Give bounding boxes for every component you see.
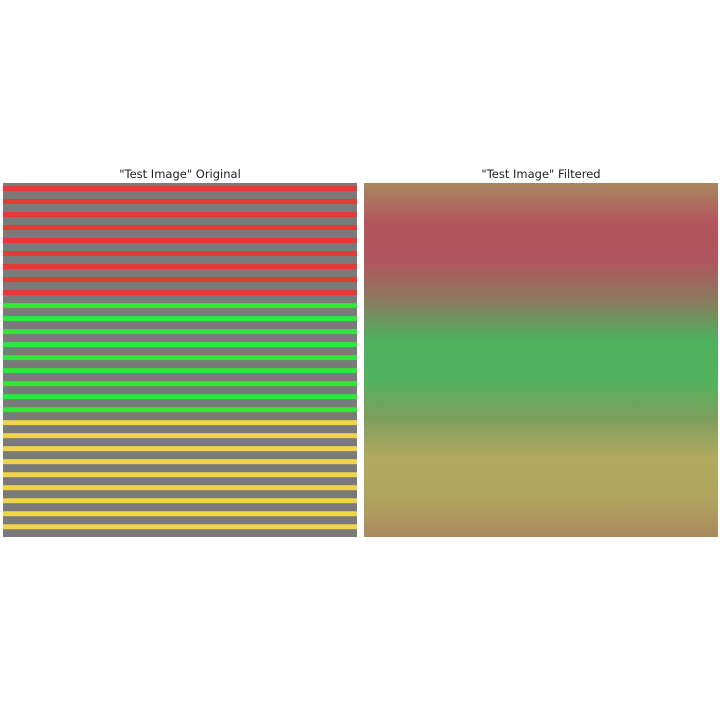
stripe-2-6 <box>3 498 357 504</box>
stripe-2-1 <box>3 433 357 439</box>
stripe-1-8 <box>3 407 357 413</box>
stripe-2-3 <box>3 459 357 465</box>
stripe-0-7 <box>3 277 357 283</box>
stripe-0-3 <box>3 225 357 231</box>
striped-test-image <box>3 183 357 537</box>
filtered-title: "Test Image" Filtered <box>481 167 601 181</box>
stripe-0-2 <box>3 212 357 218</box>
stripe-2-0 <box>3 420 357 426</box>
stripe-0-8 <box>3 290 357 296</box>
stripe-2-5 <box>3 485 357 491</box>
stripe-1-4 <box>3 355 357 361</box>
stripe-1-7 <box>3 394 357 400</box>
original-panel: "Test Image" Original <box>3 165 357 537</box>
original-title: "Test Image" Original <box>119 167 241 181</box>
stripe-2-7 <box>3 511 357 517</box>
stripe-1-1 <box>3 316 357 322</box>
stripe-2-4 <box>3 472 357 478</box>
stripe-1-6 <box>3 381 357 387</box>
stripe-1-5 <box>3 368 357 374</box>
stripe-0-4 <box>3 238 357 244</box>
original-image <box>3 183 357 537</box>
stripe-0-1 <box>3 199 357 205</box>
stripe-0-5 <box>3 251 357 257</box>
stripe-1-3 <box>3 342 357 348</box>
stripe-1-2 <box>3 329 357 335</box>
stripe-2-2 <box>3 446 357 452</box>
stripe-0-6 <box>3 264 357 270</box>
filtered-image <box>364 183 718 537</box>
stripe-0-0 <box>3 186 357 191</box>
stripe-2-8 <box>3 524 357 530</box>
filtered-panel: "Test Image" Filtered <box>364 165 718 537</box>
stripe-1-0 <box>3 303 357 309</box>
